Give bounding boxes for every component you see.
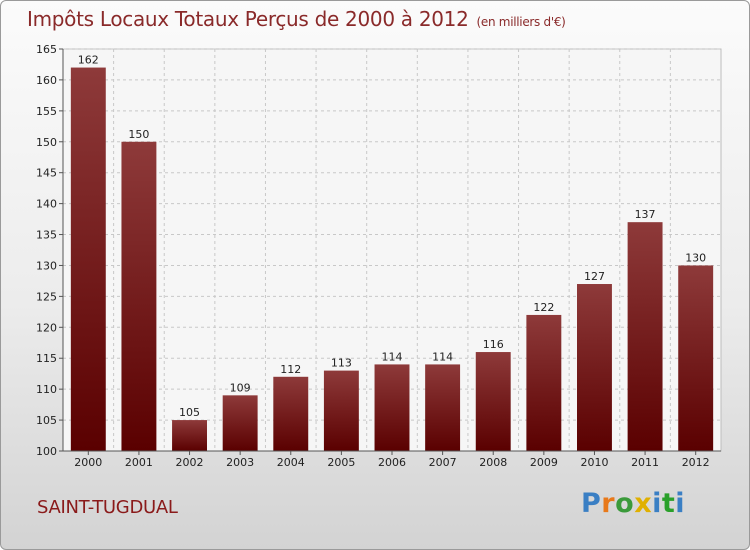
bar-2012 <box>678 265 714 451</box>
y-tick-label: 120 <box>36 321 57 334</box>
x-tick-label-2009: 2009 <box>530 456 558 469</box>
bar-2009 <box>526 314 562 451</box>
logo-letter: P <box>581 488 602 519</box>
bar-2005 <box>323 370 359 451</box>
value-label-2003: 109 <box>230 381 251 394</box>
y-tick-label: 135 <box>36 229 57 242</box>
logo-letter: x <box>634 488 653 519</box>
y-tick-label: 105 <box>36 414 57 427</box>
bar-2001 <box>121 141 157 451</box>
y-tick-label: 110 <box>36 383 57 396</box>
value-label-2004: 112 <box>280 363 301 376</box>
x-tick-label-2007: 2007 <box>429 456 457 469</box>
x-tick-label-2002: 2002 <box>176 456 204 469</box>
value-label-2005: 113 <box>331 357 352 370</box>
logo-letter: i <box>652 488 662 519</box>
x-tick-label-2012: 2012 <box>682 456 710 469</box>
logo-letter: t <box>661 488 676 519</box>
value-label-2009: 122 <box>533 301 554 314</box>
x-tick-label-2004: 2004 <box>277 456 305 469</box>
bar-2002 <box>172 420 208 451</box>
y-tick-label: 125 <box>36 290 57 303</box>
value-label-2008: 116 <box>483 338 504 351</box>
logo-letter: i <box>675 488 686 519</box>
bar-2006 <box>374 364 410 451</box>
x-tick-label-2001: 2001 <box>125 456 153 469</box>
value-label-2012: 130 <box>685 251 706 264</box>
logo-letter: r <box>601 488 616 519</box>
y-tick-label: 165 <box>36 43 57 56</box>
bar-2003 <box>222 395 258 451</box>
x-tick-label-2005: 2005 <box>327 456 355 469</box>
bar-2000 <box>70 67 106 452</box>
y-tick-label: 145 <box>36 167 57 180</box>
y-tick-label: 130 <box>36 259 57 272</box>
chart-title: Impôts Locaux Totaux Perçus de 2000 à 20… <box>27 7 566 31</box>
chart-title-text: Impôts Locaux Totaux Perçus de 2000 à 20… <box>27 7 469 31</box>
y-tick-label: 100 <box>36 445 57 458</box>
commune-name: SAINT-TUGDUAL <box>37 497 178 518</box>
bar-2010 <box>576 284 612 451</box>
value-label-2010: 127 <box>584 270 605 283</box>
proxiti-logo: Proxiti <box>581 488 685 519</box>
y-tick-label: 155 <box>36 105 57 118</box>
bar-2008 <box>475 352 511 451</box>
bar-2011 <box>627 222 663 451</box>
y-tick-label: 160 <box>36 74 57 87</box>
x-tick-label-2010: 2010 <box>580 456 608 469</box>
value-label-2000: 162 <box>78 54 99 67</box>
logo-letter: o <box>615 488 635 519</box>
x-tick-label-2000: 2000 <box>74 456 102 469</box>
x-tick-label-2008: 2008 <box>479 456 507 469</box>
value-label-2006: 114 <box>382 350 403 363</box>
value-label-2007: 114 <box>432 350 453 363</box>
y-tick-label: 150 <box>36 136 57 149</box>
bar-2004 <box>273 376 309 451</box>
bar-2007 <box>425 364 461 451</box>
x-tick-label-2011: 2011 <box>631 456 659 469</box>
value-label-2001: 150 <box>128 128 149 141</box>
x-tick-label-2006: 2006 <box>378 456 406 469</box>
y-tick-label: 140 <box>36 198 57 211</box>
value-label-2002: 105 <box>179 406 200 419</box>
plot-area: 100 105 110 115 120 125 130 135 140 145 150 155 160 1… <box>36 43 722 469</box>
unit-note: (en milliers d'€) <box>476 15 566 29</box>
x-tick-label-2003: 2003 <box>226 456 254 469</box>
value-label-2011: 137 <box>635 208 656 221</box>
y-tick-label: 115 <box>36 352 57 365</box>
